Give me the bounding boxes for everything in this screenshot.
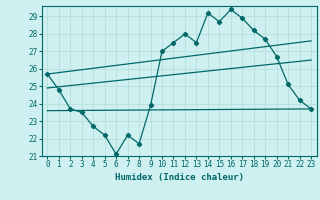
X-axis label: Humidex (Indice chaleur): Humidex (Indice chaleur) (115, 173, 244, 182)
